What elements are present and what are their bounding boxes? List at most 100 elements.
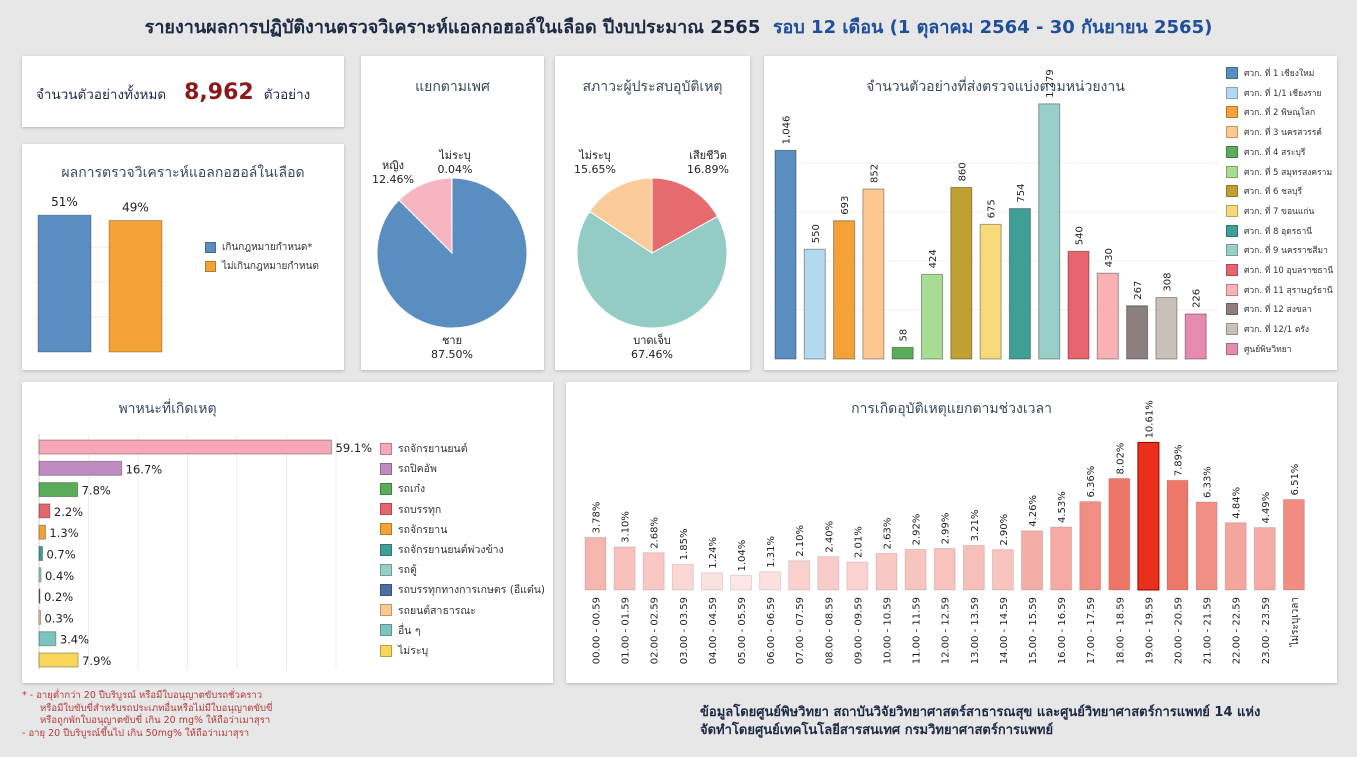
time-bar-chart: 3.78% 00.00 - 00.59 3.10% 01.00 - 01.59 2.68… [584,400,1305,664]
data-label: 4.26% [1028,495,1039,527]
bar [38,460,123,476]
legend-item: ศวก. ที่ 4 สระบุรี [1226,145,1305,159]
legend-label: ศวก. ที่ 12/1 ตรัง [1244,325,1310,336]
slice-value: 87.50% [431,348,473,361]
victim-pie-chart: เสียชีวิต16.89% บาดเจ็บ67.46% ไม่ระบุ15.65… [574,149,729,361]
bar [38,503,51,519]
legend-label: รถปิคอัพ [398,463,437,476]
data-label: 2.01% [853,526,864,558]
data-label: 10.61% [1144,400,1155,438]
data-label: 3.4% [60,633,89,647]
units-bar-chart: 1,046 550 693 852 58 424 860 675 754 1,279 540 430 2… [772,69,1219,360]
source-line-2: จัดทำโดยศูนย์เทคโนโลยีสารสนเทศ กรมวิทยาศ… [700,723,1054,738]
bar [730,575,752,591]
data-label: 550 [811,224,822,243]
time-chart-title: การเกิดอุบัติเหตุแยกตามช่วงเวลา [851,401,1052,417]
legend-label: ไม่ระบุ [398,645,429,657]
legend-swatch [205,242,216,253]
data-label: 860 [957,162,968,181]
result-panel: ผลการตรวจวิเคราะห์แอลกอฮอล์ในเลือด 51% 49… [22,144,344,370]
data-label: 2.10% [795,525,806,557]
data-label: 0.3% [44,611,73,625]
legend-item: รถบรรทุก [380,501,441,518]
gender-chart-title: แยกตามเพศ [415,79,490,95]
legend-item: เกินกฎหมายกำหนด* [205,240,312,255]
legend-swatch [380,462,392,475]
tick-label: 12.00 - 12.59 [941,597,952,664]
data-label: 1.85% [679,528,690,560]
tick-label: 16.00 - 16.59 [1057,597,1068,664]
bar [1126,305,1149,360]
data-label: 2.68% [650,517,661,549]
legend-item: ศวก. ที่ 8 อุดรธานี [1226,224,1312,238]
slice-label: บาดเจ็บ [633,333,671,347]
bar [833,220,856,360]
bar [875,552,898,591]
tick-label: 20.00 - 20.59 [1174,597,1185,664]
bar [788,560,811,591]
bar [38,631,57,647]
bar [671,563,694,591]
legend-label: ศวก. ที่ 9 นครราชสีมา [1244,246,1328,257]
legend-item: รถจักรยาน [380,521,447,538]
data-label: 0.2% [44,590,73,604]
bar [962,544,985,591]
tick-label: 19.00 - 19.59 [1144,597,1155,664]
data-label: 1.04% [737,540,748,572]
bar [1155,297,1178,360]
data-label: 0.4% [45,569,74,583]
legend-swatch [380,503,392,516]
bar [1137,441,1160,591]
tick-label: 18.00 - 18.59 [1115,597,1126,664]
slice-label: เสียชีวิต [689,149,727,162]
tick-label: 23.00 - 23.59 [1261,597,1272,664]
legend-swatch [1226,224,1238,237]
bar [774,149,797,360]
tick-label: 13.00 - 13.59 [970,597,981,664]
legend-swatch [380,583,392,596]
legend-item: รถตู้ [380,561,417,578]
legend-label: รถจักรยานยนต์พ่วงข้าง [398,544,504,556]
units-chart-title: จำนวนตัวอย่างที่ส่งตรวจแบ่งตามหน่วยงาน [866,79,1125,95]
tick-label: 02.00 - 02.59 [650,597,661,664]
bar [38,588,41,604]
bar [891,346,914,360]
footnote: * - อายุต่ำกว่า 20 ปีบริบูรณ์ หรือมีใบอน… [22,690,342,740]
legend-item: ศูนย์พิษวิทยา [1226,342,1292,356]
legend-item: ศวก. ที่ 12/1 ตรัง [1226,322,1309,336]
slice-value: 15.65% [574,163,616,176]
data-label: 2.63% [883,518,894,550]
tick-label: 10.00 - 10.59 [883,597,894,664]
time-panel: การเกิดอุบัติเหตุแยกตามช่วงเวลา 3.78% 00.… [566,382,1337,683]
total-samples-panel: จำนวนตัวอย่างทั้งหมด 8,962 ตัวอย่าง [22,56,344,127]
tick-label: 06.00 - 06.59 [766,597,777,664]
data-label: 7.89% [1174,444,1185,476]
bar [1067,250,1090,360]
data-label: 6.51% [1290,464,1301,496]
vehicle-bar-chart: 59.1% 16.7% 7.8% 2.2% 1.3% 0.7% 0.4% 0.2% 0.3% 3.… [38,434,372,670]
legend-swatch [380,442,392,455]
legend-item: ศวก. ที่ 10 อุบลราชธานี [1226,263,1333,277]
legend-swatch [1226,67,1238,79]
data-label: 8.02% [1115,443,1126,475]
legend-label: ศวก. ที่ 5 สมุทรสงคราม [1244,167,1333,178]
tick-label: 01.00 - 01.59 [621,597,632,664]
legend-swatch [1226,126,1238,139]
source-line-1: ข้อมูลโดยศูนย์พิษวิทยา สถาบันวิจัยวิทยาศ… [700,705,1261,720]
bar [584,536,607,591]
tick-label: 22.00 - 22.59 [1232,597,1243,664]
bar [37,214,92,353]
gender-panel: แยกตามเพศ ชาย 87.50% หญิง 12.46% ไม่ระบุ 0.04… [361,56,544,370]
legend-swatch [1226,185,1238,198]
legend-label: ศวก. ที่ 6 ชลบุรี [1244,187,1303,198]
tick-label: 07.00 - 07.59 [795,597,806,664]
legend-item: รถบรรทุกทางการเกษตร (อีแต๋น) [380,581,545,598]
legend-swatch [380,644,392,657]
data-label: 7.9% [82,654,111,668]
data-label: 308 [1162,272,1173,291]
legend-swatch [380,563,392,576]
bar [700,572,723,591]
data-label: 852 [869,164,880,183]
tick-label: 21.00 - 21.59 [1203,597,1214,664]
